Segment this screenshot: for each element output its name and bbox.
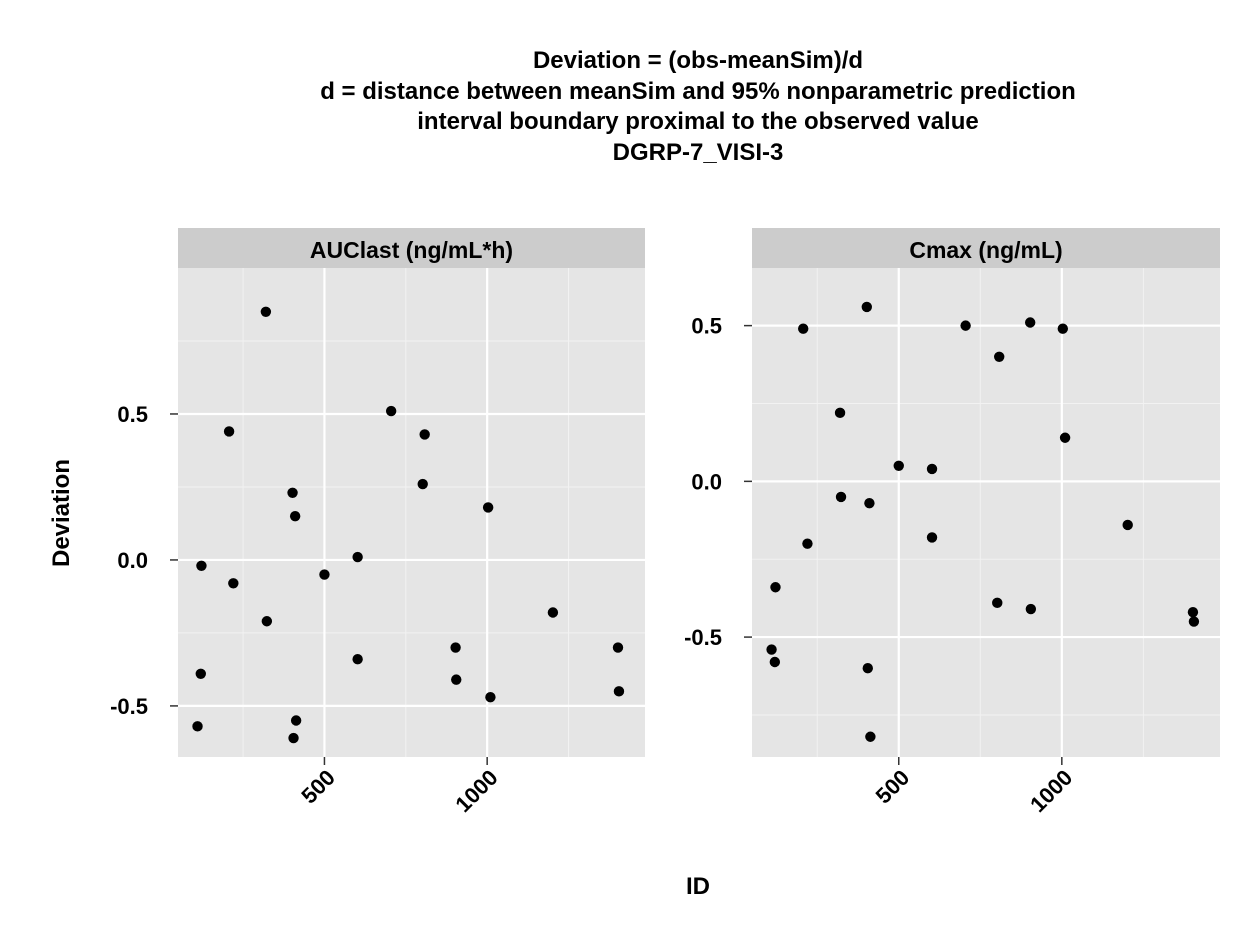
data-point [926, 463, 938, 475]
chart-title: Deviation = (obs-meanSim)/d d = distance… [320, 47, 1076, 166]
y-tick-label: -0.5 [684, 625, 722, 650]
data-point [1057, 323, 1069, 334]
y-tick-label: 0.5 [117, 402, 148, 427]
data-point [802, 538, 813, 549]
data-point [547, 607, 559, 618]
data-point [417, 478, 428, 490]
data-point [485, 691, 496, 703]
data-point [228, 578, 239, 589]
panel-background [178, 268, 645, 757]
data-point [992, 597, 1003, 609]
data-point [482, 502, 494, 513]
data-point [834, 407, 846, 419]
data-point [287, 487, 298, 498]
x-tick-label: 500 [296, 765, 340, 809]
data-point [798, 323, 809, 334]
facet-strip-label: Cmax (ng/mL) [909, 237, 1062, 263]
data-point [450, 642, 461, 653]
y-tick-label: 0.0 [691, 469, 722, 494]
y-tick-label: -0.5 [110, 694, 148, 719]
data-point [926, 532, 938, 543]
facet-panel-1: AUClast (ng/mL*h) -0.5 0.0 0.5 500 1000 [110, 228, 645, 817]
data-point [385, 405, 397, 417]
data-point [613, 686, 625, 697]
y-axis-label: Deviation [48, 459, 75, 567]
y-tick-label: 0.5 [691, 314, 722, 339]
data-point [1188, 616, 1200, 627]
data-point [451, 674, 462, 685]
data-point [612, 642, 624, 653]
data-point [1187, 606, 1199, 618]
data-point [766, 644, 777, 655]
data-point [770, 582, 781, 593]
data-point [861, 301, 872, 313]
y-tick-label: 0.0 [117, 548, 148, 573]
facet-panel-2: Cmax (ng/mL) -0.5 0.0 0.5 500 1000 [684, 228, 1220, 817]
data-point [835, 491, 847, 503]
data-point [1025, 603, 1037, 615]
data-point [1059, 432, 1071, 443]
title-line-3: interval boundary proximal to the observ… [417, 108, 978, 135]
data-point [290, 715, 302, 726]
x-tick-label: 1000 [450, 765, 502, 817]
data-point [769, 656, 781, 668]
data-point [352, 551, 363, 563]
facet-strip [752, 228, 1220, 268]
data-point [352, 654, 363, 665]
data-point [196, 560, 207, 571]
data-point [195, 668, 206, 679]
data-point [994, 351, 1005, 362]
data-point [261, 616, 273, 627]
data-point [1024, 317, 1036, 328]
x-axis-label: ID [686, 873, 710, 900]
data-point [192, 721, 203, 732]
data-point [419, 429, 430, 440]
data-point [864, 497, 875, 509]
panel-background [752, 268, 1220, 757]
data-point [260, 306, 272, 317]
data-point [1122, 519, 1133, 531]
data-point [865, 731, 876, 742]
title-line-2: d = distance between meanSim and 95% non… [320, 78, 1076, 105]
data-point [960, 320, 971, 331]
title-line-4: DGRP-7_VISI-3 [613, 139, 784, 166]
data-point [862, 663, 873, 674]
facet-strip [178, 228, 645, 268]
x-tick-label: 500 [871, 765, 915, 809]
data-point [893, 460, 904, 471]
data-point [289, 510, 301, 522]
x-tick-label: 1000 [1025, 765, 1077, 817]
data-point [319, 569, 330, 580]
data-point [223, 426, 235, 437]
data-point [288, 732, 299, 744]
title-line-1: Deviation = (obs-meanSim)/d [533, 47, 863, 74]
facet-strip-label: AUClast (ng/mL*h) [310, 237, 513, 263]
